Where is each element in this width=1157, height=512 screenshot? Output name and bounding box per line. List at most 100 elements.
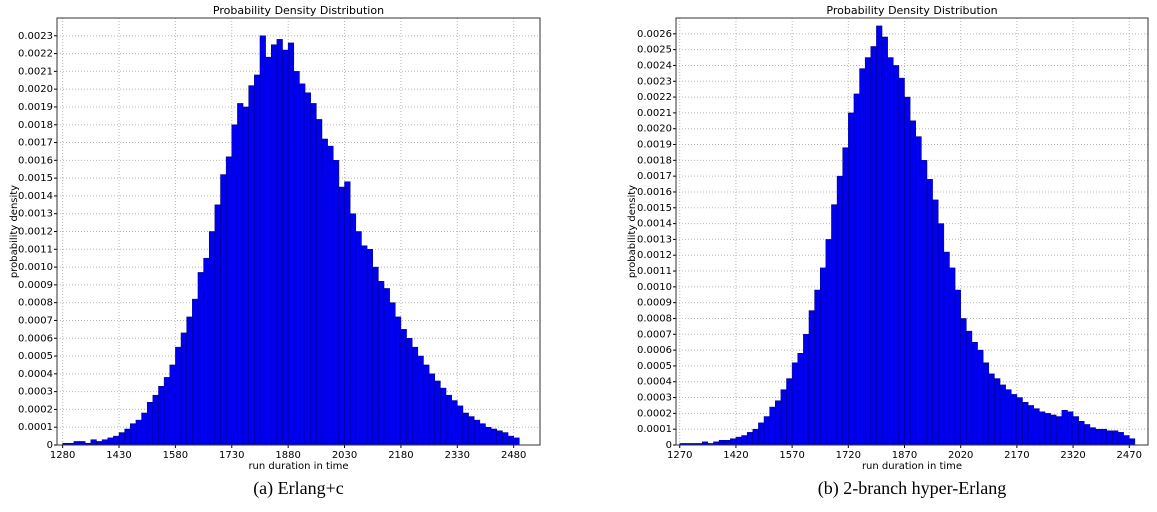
bar [113, 435, 120, 446]
bar [1039, 411, 1046, 446]
y-tick-label: 0.0011 [18, 244, 53, 255]
bar [79, 441, 86, 446]
y-tick-label: 0.0010 [18, 262, 53, 273]
bar [909, 120, 916, 446]
bar [90, 439, 97, 446]
y-tick-label: 0.0021 [637, 108, 672, 119]
bar [451, 400, 458, 446]
y-tick-label: 0.0020 [18, 84, 53, 95]
bar [999, 384, 1006, 446]
y-tick-label: 0.0004 [18, 369, 53, 380]
bar [197, 272, 204, 446]
bar [186, 316, 193, 446]
bar [101, 439, 108, 446]
bar [355, 231, 362, 446]
bar [870, 46, 877, 446]
plot-border [56, 17, 541, 446]
bar [163, 377, 171, 446]
bar [775, 400, 782, 446]
bar [242, 106, 249, 446]
y-tick-label: 0.0010 [637, 282, 672, 293]
y-tick-label: 0 [47, 440, 53, 451]
y-tick-label: 0.0006 [18, 333, 53, 344]
y-tick-label: 0 [666, 440, 672, 451]
bar [124, 428, 131, 446]
bar [146, 402, 154, 446]
x-tick-label: 2030 [332, 450, 357, 461]
x-tick-label: 1280 [50, 450, 75, 461]
y-tick-label: 0.0023 [637, 76, 672, 87]
y-tick-label: 0.0005 [637, 361, 672, 372]
bar [231, 124, 238, 446]
bar [825, 239, 832, 446]
bar [752, 428, 759, 446]
bar [780, 389, 787, 446]
bar [411, 346, 419, 446]
bar [383, 288, 390, 446]
bar [378, 281, 385, 446]
bar [304, 92, 311, 446]
y-tick-label: 0.0012 [637, 250, 672, 261]
bar [333, 160, 340, 446]
y-tick-label: 0.0017 [18, 138, 53, 149]
chart-title: Probability Density Distribution [826, 4, 997, 17]
bar [220, 174, 227, 446]
bar [1044, 413, 1051, 446]
x-tick-label: 1570 [779, 450, 804, 461]
bar [921, 160, 928, 446]
bar [490, 428, 498, 446]
bar [898, 77, 905, 446]
bar [130, 423, 137, 446]
bar [1055, 416, 1063, 446]
bar [1117, 432, 1124, 446]
bar [1067, 411, 1074, 446]
bar [769, 406, 776, 446]
bar [735, 436, 742, 446]
bar [971, 341, 978, 446]
bar [169, 364, 176, 446]
y-tick-label: 0.0026 [637, 29, 672, 40]
bar [400, 329, 407, 446]
bar [372, 266, 379, 446]
caption: (b) 2-branch hyper-Erlang [818, 478, 1007, 499]
bar [338, 186, 345, 446]
bar [1022, 402, 1029, 446]
bar [107, 437, 114, 446]
bar [915, 136, 922, 446]
bar [1123, 435, 1130, 446]
x-tick-label: 2180 [388, 450, 413, 461]
y-tick-label: 0.0001 [18, 422, 53, 433]
bar [361, 245, 368, 446]
x-tick-label: 2170 [1004, 450, 1029, 461]
y-tick-label: 0.0001 [637, 424, 672, 435]
bar [423, 364, 430, 446]
bar [141, 412, 148, 446]
bar [1016, 397, 1023, 446]
y-tick-label: 0.0003 [637, 393, 672, 404]
bar [479, 423, 486, 446]
bar [977, 349, 984, 446]
bar [960, 318, 967, 446]
bar [203, 257, 210, 446]
bar [1100, 428, 1108, 446]
y-axis-label: probability density [627, 185, 638, 278]
bar [836, 175, 843, 446]
bar [741, 435, 748, 446]
bar [310, 103, 317, 446]
bar [118, 432, 125, 446]
bar [943, 251, 950, 446]
bar [254, 74, 261, 446]
bar [265, 56, 272, 446]
bar [853, 93, 860, 446]
bar [904, 96, 911, 446]
bar [932, 199, 939, 446]
x-tick-label: 1880 [275, 450, 300, 461]
y-tick-label: 0.0013 [18, 209, 53, 220]
y-tick-label: 0.0009 [18, 280, 53, 291]
caption: (a) Erlang+c [253, 478, 344, 499]
bar [282, 49, 289, 446]
bar [180, 332, 187, 446]
bar [496, 430, 503, 446]
bar [208, 231, 216, 446]
